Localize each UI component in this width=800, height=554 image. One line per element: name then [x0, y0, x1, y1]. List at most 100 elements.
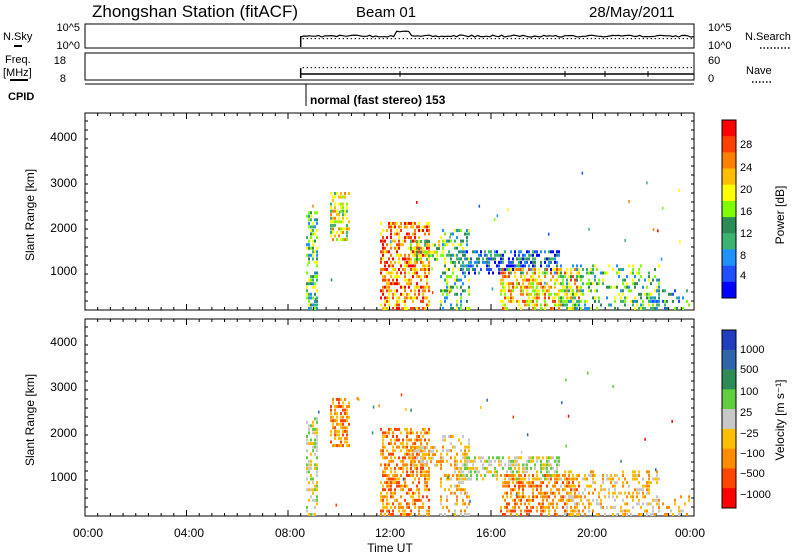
backscatter-cell	[508, 257, 510, 261]
cpid-label: CPID	[8, 91, 34, 103]
backscatter-cell	[464, 257, 466, 261]
backscatter-cell	[544, 268, 546, 271]
backscatter-cell	[488, 268, 490, 271]
backscatter-cell	[530, 282, 532, 286]
backscatter-cell	[442, 271, 444, 275]
backscatter-cell	[594, 264, 596, 268]
backscatter-cell	[538, 491, 540, 495]
backscatter-cell	[344, 398, 346, 401]
backscatter-cell	[614, 484, 616, 488]
backscatter-cell	[610, 477, 612, 481]
backscatter-cell	[380, 303, 382, 307]
backscatter-cell	[554, 303, 556, 307]
backscatter-cell	[380, 239, 382, 243]
backscatter-cell	[646, 509, 648, 513]
backscatter-cell	[657, 229, 659, 233]
backscatter-cell	[414, 446, 416, 449]
backscatter-cell	[416, 254, 418, 258]
backscatter-cell	[428, 470, 430, 474]
backscatter-cell	[312, 424, 314, 428]
backscatter-cell	[584, 495, 586, 499]
backscatter-cell	[334, 209, 336, 213]
backscatter-cell	[658, 299, 660, 303]
backscatter-cell	[536, 505, 538, 509]
backscatter-cell	[336, 422, 338, 426]
backscatter-cell	[416, 456, 418, 460]
backscatter-cell	[464, 275, 466, 279]
backscatter-cell	[602, 271, 604, 275]
backscatter-cell	[442, 253, 444, 257]
backscatter-cell	[424, 438, 426, 442]
backscatter-cell	[464, 456, 466, 460]
backscatter-cell	[428, 449, 430, 453]
backscatter-cell	[412, 463, 414, 467]
backscatter-cell	[406, 502, 408, 506]
backscatter-cell	[516, 459, 518, 463]
backscatter-cell	[436, 449, 438, 453]
backscatter-cell	[576, 299, 578, 303]
backscatter-cell	[310, 513, 312, 516]
power-cbar-28: 28	[740, 139, 752, 151]
backscatter-cell	[414, 505, 416, 509]
backscatter-cell	[416, 246, 418, 250]
backscatter-cell	[460, 442, 462, 446]
backscatter-cell	[424, 271, 426, 275]
backscatter-cell	[394, 488, 396, 492]
backscatter-cell	[330, 234, 332, 238]
backscatter-cell	[394, 474, 396, 477]
backscatter-cell	[488, 456, 490, 460]
backscatter-cell	[564, 477, 566, 481]
backscatter-cell	[480, 268, 482, 271]
backscatter-cell	[640, 488, 642, 492]
nave-dot	[382, 67, 384, 69]
backscatter-cell	[418, 481, 420, 485]
backscatter-cell	[404, 498, 406, 502]
backscatter-cell	[576, 307, 578, 310]
backscatter-cell	[514, 456, 516, 460]
backscatter-cell	[520, 271, 522, 275]
backscatter-cell	[522, 292, 524, 296]
backscatter-cell	[312, 282, 314, 286]
nsearch-dot	[662, 38, 664, 40]
backscatter-cell	[566, 282, 568, 286]
backscatter-cell	[542, 481, 544, 485]
backscatter-cell	[392, 509, 394, 513]
backscatter-cell	[306, 463, 308, 467]
backscatter-cell	[448, 285, 450, 289]
backscatter-cell	[310, 488, 312, 492]
nsearch-dot	[522, 38, 524, 40]
backscatter-cell	[332, 223, 334, 227]
backscatter-cell	[546, 505, 548, 509]
backscatter-cell	[512, 474, 514, 477]
backscatter-cell	[480, 456, 482, 460]
backscatter-cell	[504, 250, 506, 254]
backscatter-cell	[428, 427, 430, 431]
backscatter-cell	[566, 481, 568, 485]
backscatter-cell	[410, 463, 412, 467]
backscatter-cell	[422, 470, 424, 474]
backscatter-cell	[638, 474, 640, 477]
backscatter-cell	[398, 268, 400, 271]
backscatter-cell	[308, 513, 310, 516]
nave-dot	[470, 67, 472, 69]
backscatter-cell	[466, 495, 468, 499]
backscatter-cell	[554, 491, 556, 495]
backscatter-cell	[334, 408, 336, 412]
backscatter-cell	[568, 299, 570, 303]
backscatter-cell	[460, 477, 462, 481]
backscatter-cell	[468, 268, 470, 271]
backscatter-cell	[414, 491, 416, 495]
backscatter-cell	[316, 438, 318, 442]
backscatter-cell	[490, 257, 492, 261]
backscatter-cell	[538, 296, 540, 300]
backscatter-cell	[558, 268, 560, 271]
backscatter-cell	[464, 232, 466, 236]
backscatter-cell	[510, 264, 512, 268]
backscatter-cell	[406, 438, 408, 442]
backscatter-cell	[638, 498, 640, 502]
backscatter-cell	[380, 449, 382, 453]
backscatter-cell	[562, 299, 564, 303]
backscatter-cell	[442, 505, 444, 509]
backscatter-cell	[646, 491, 648, 495]
backscatter-cell	[464, 452, 466, 456]
